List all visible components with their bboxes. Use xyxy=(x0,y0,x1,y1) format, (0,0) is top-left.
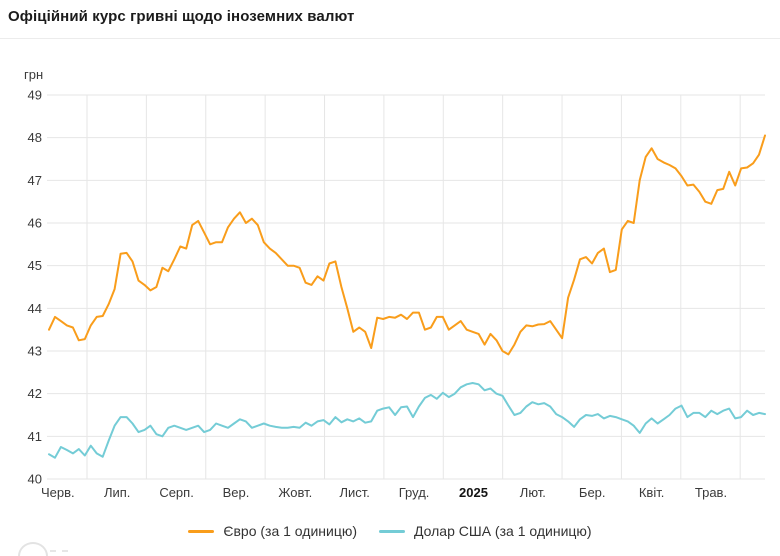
x-tick-label: Трав. xyxy=(695,485,727,500)
x-tick-label: Лют. xyxy=(520,485,546,500)
legend-label-usd: Долар США (за 1 одиницю) xyxy=(414,523,592,539)
y-tick-label: 44 xyxy=(28,301,42,316)
series-line-usd xyxy=(48,382,766,459)
y-tick-label: 46 xyxy=(28,216,42,231)
x-tick-label: Лист. xyxy=(339,485,369,500)
legend-item-usd[interactable]: Долар США (за 1 одиницю) xyxy=(379,523,592,539)
y-tick-label: 43 xyxy=(28,344,42,359)
x-tick-label: Черв. xyxy=(41,485,75,500)
y-tick-label: 49 xyxy=(28,88,42,103)
y-tick-label: 47 xyxy=(28,173,42,188)
legend-label-euro: Євро (за 1 одиницю) xyxy=(223,523,358,539)
x-tick-label: Серп. xyxy=(159,485,194,500)
y-tick-label: 40 xyxy=(28,472,42,487)
x-tick-label: 2025 xyxy=(459,485,488,500)
y-tick-label: 42 xyxy=(28,386,42,401)
usd-line-swatch xyxy=(379,529,406,533)
header-divider xyxy=(0,38,780,39)
y-tick-label: 41 xyxy=(28,429,42,444)
x-tick-label: Жовт. xyxy=(278,485,312,500)
y-tick-label: 45 xyxy=(28,258,42,273)
euro-line-swatch xyxy=(188,529,215,533)
series-line-euro xyxy=(48,134,766,356)
chart-legend: Євро (за 1 одиницю) Долар США (за 1 один… xyxy=(0,518,780,544)
x-tick-label: Вер. xyxy=(223,485,250,500)
x-tick-label: Бер. xyxy=(579,485,606,500)
legend-item-euro[interactable]: Євро (за 1 одиницю) xyxy=(188,523,357,539)
y-axis-title: грн xyxy=(24,67,43,82)
x-tick-label: Квіт. xyxy=(639,485,665,500)
chart-title: Офіційний курс гривні щодо іноземних вал… xyxy=(8,8,355,25)
x-tick-label: Груд. xyxy=(399,485,430,500)
watermark-fragment xyxy=(18,542,72,556)
y-tick-label: 48 xyxy=(28,130,42,145)
x-tick-label: Лип. xyxy=(104,485,130,500)
